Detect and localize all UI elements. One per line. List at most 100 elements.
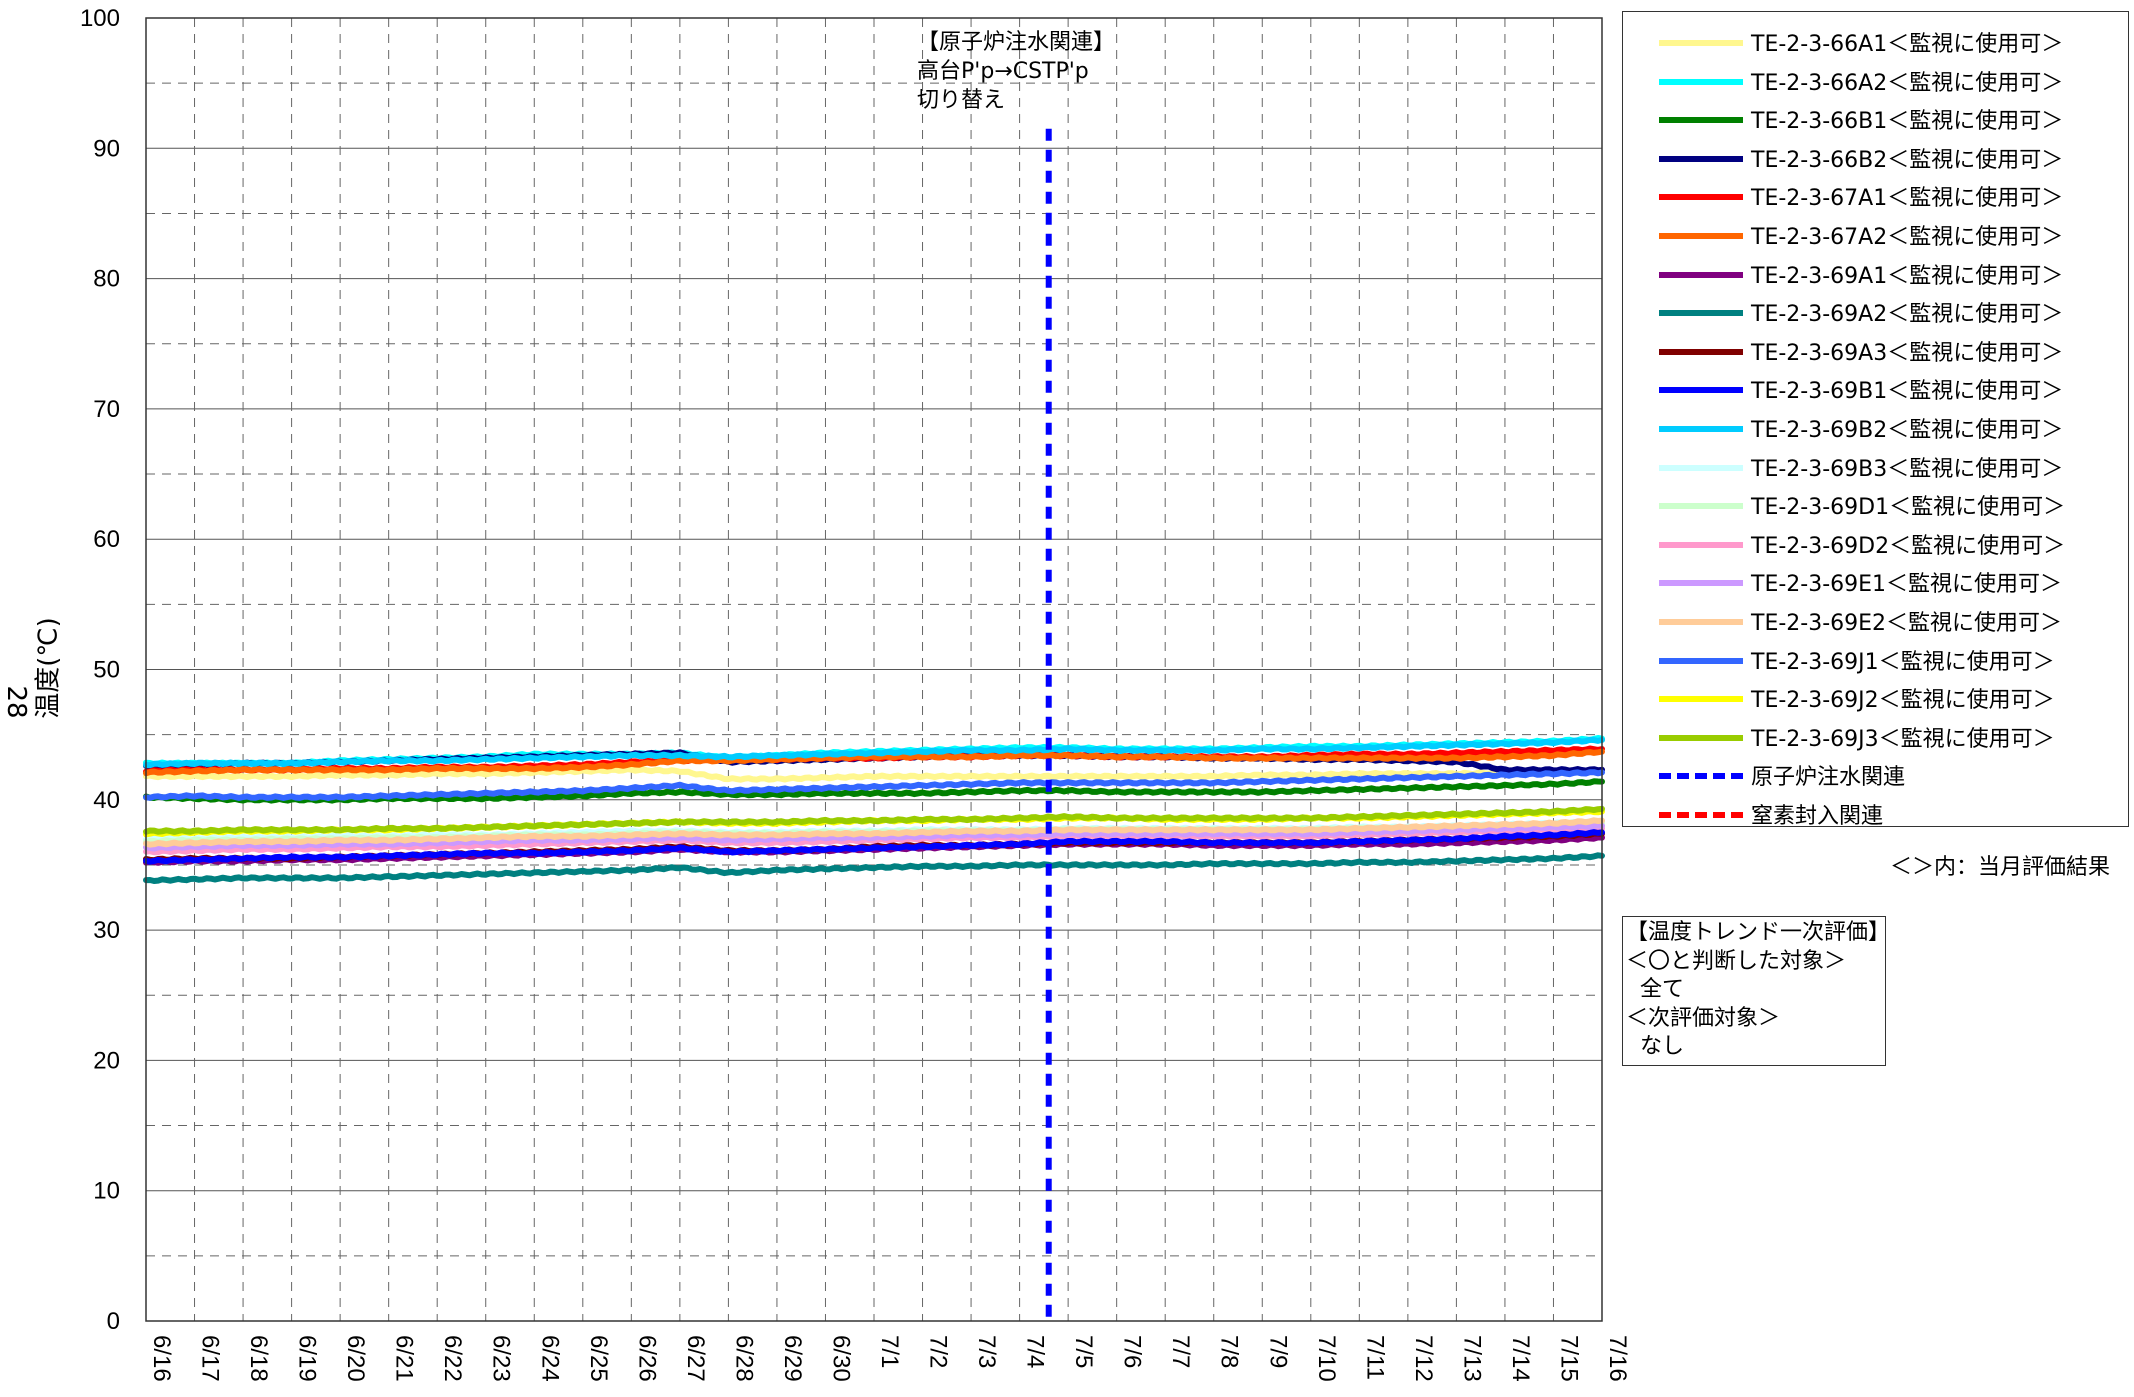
legend-item: TE-2-3-69E2＜監視に使用可＞ (1623, 601, 2128, 639)
evaluation-line3: ＜次評価対象＞ (1626, 1005, 1781, 1031)
x-tick-label: 6/17 (197, 1335, 224, 1382)
series-line (143, 822, 1605, 852)
x-tick-label: 6/24 (536, 1335, 563, 1382)
page-number: 28 (1, 685, 31, 719)
annotation-line2: 高台P'p→CSTP'p (917, 59, 1089, 84)
x-tick-label: 7/16 (1604, 1335, 1631, 1382)
x-tick-label: 7/14 (1507, 1335, 1534, 1382)
legend-item: TE-2-3-69E1＜監視に使用可＞ (1623, 562, 2128, 600)
legend-item: TE-2-3-66A2＜監視に使用可＞ (1623, 61, 2128, 99)
legend-item: TE-2-3-69B1＜監視に使用可＞ (1623, 369, 2128, 407)
x-tick-label: 6/27 (682, 1335, 709, 1382)
legend-label: TE-2-3-66B1＜監視に使用可＞ (1751, 109, 2064, 135)
y-axis-ticks: 0 10 20 30 40 50 60 70 80 90 100 (80, 5, 120, 1335)
legend-label: TE-2-3-69D1＜監視に使用可＞ (1751, 495, 2066, 521)
x-tick-label: 7/12 (1410, 1335, 1437, 1382)
legend-swatch (1659, 734, 1743, 741)
y-axis-label: 温度(℃) (33, 617, 64, 719)
x-tick-label: 7/6 (1119, 1335, 1146, 1368)
x-tick-label: 6/30 (827, 1335, 854, 1382)
y-tick-label: 70 (93, 396, 120, 423)
legend-item: TE-2-3-69A1＜監視に使用可＞ (1623, 254, 2128, 292)
legend-swatch (1659, 580, 1743, 587)
legend-swatch (1659, 773, 1743, 780)
legend-item: TE-2-3-69B2＜監視に使用可＞ (1623, 408, 2128, 446)
x-tick-label: 6/23 (488, 1335, 515, 1382)
legend-swatch (1659, 657, 1743, 664)
legend-swatch (1659, 541, 1743, 548)
x-tick-label: 6/18 (245, 1335, 272, 1382)
legend-swatch (1659, 503, 1743, 510)
legend-label: 窒素封入関連 (1751, 804, 1884, 829)
legend-swatch (1659, 117, 1743, 124)
legend-swatch (1659, 233, 1743, 239)
annotation-line3: 切り替え (917, 88, 1006, 113)
legend-swatch (1659, 387, 1743, 394)
x-tick-label: 7/3 (973, 1335, 1000, 1368)
legend-swatch (1659, 78, 1743, 85)
x-tick-label: 6/29 (779, 1335, 806, 1382)
legend-item: TE-2-3-69A2＜監視に使用可＞ (1623, 292, 2128, 330)
y-tick-label: 90 (93, 135, 120, 162)
plot-area-frame (145, 17, 1603, 1322)
legend-label: TE-2-3-69A2＜監視に使用可＞ (1751, 302, 2064, 328)
legend-item: 原子炉注水関連 (1623, 755, 2128, 793)
legend-label: TE-2-3-67A2＜監視に使用可＞ (1751, 225, 2064, 250)
legend-item: TE-2-3-67A1＜監視に使用可＞ (1623, 176, 2128, 214)
x-tick-label: 7/7 (1167, 1335, 1194, 1368)
legend-label: TE-2-3-69J3＜監視に使用可＞ (1751, 726, 2055, 752)
legend-label: TE-2-3-69D2＜監視に使用可＞ (1751, 533, 2066, 559)
y-tick-label: 40 (93, 787, 120, 814)
event-annotation: 【原子炉注水関連】 高台P'p→CSTP'p 切り替え (917, 28, 1115, 115)
legend-label: TE-2-3-69J1＜監視に使用可＞ (1751, 649, 2055, 675)
chart-grid (146, 18, 1602, 1321)
legend-label: TE-2-3-66A2＜監視に使用可＞ (1751, 70, 2064, 96)
x-tick-label: 6/28 (730, 1335, 757, 1382)
y-tick-label: 30 (93, 917, 120, 944)
legend-label: TE-2-3-67A1＜監視に使用可＞ (1751, 186, 2064, 212)
legend-item: TE-2-3-69D1＜監視に使用可＞ (1623, 485, 2128, 523)
legend-label: TE-2-3-69B2＜監視に使用可＞ (1751, 418, 2064, 443)
series-line (143, 852, 1605, 884)
legend-swatch (1659, 812, 1743, 818)
legend-item: 窒素封入関連 (1623, 794, 2128, 832)
series-line (143, 769, 1605, 801)
series-line (143, 817, 1605, 848)
legend-swatch (1659, 155, 1743, 162)
x-tick-label: 7/10 (1313, 1335, 1340, 1382)
legend-label: TE-2-3-69B1＜監視に使用可＞ (1751, 379, 2064, 405)
legend-swatch (1659, 194, 1743, 201)
legend-swatch (1659, 619, 1743, 625)
x-tick-label: 7/2 (925, 1335, 952, 1368)
evaluation-box: 【温度トレンド一次評価】 ＜〇と判断した対象＞ 全て ＜次評価対象＞ なし (1622, 916, 1891, 1066)
x-tick-label: 7/11 (1361, 1335, 1388, 1380)
legend-item: TE-2-3-66B2＜監視に使用可＞ (1623, 138, 2128, 176)
legend-item: TE-2-3-69J2＜監視に使用可＞ (1623, 678, 2128, 716)
evaluation-line2: 全て (1626, 977, 1684, 1002)
evaluation-title: 【温度トレンド一次評価】 (1626, 920, 1891, 945)
series-line (143, 829, 1605, 865)
legend-item: TE-2-3-67A2＜監視に使用可＞ (1623, 215, 2128, 253)
x-tick-label: 6/19 (294, 1335, 321, 1382)
legend-item: TE-2-3-69J1＜監視に使用可＞ (1623, 640, 2128, 678)
legend-label: 原子炉注水関連 (1751, 765, 1906, 791)
chart-legend: TE-2-3-66A1＜監視に使用可＞ TE-2-3-66A2＜監視に使用可＞ TE… (1622, 11, 2129, 829)
legend-item: TE-2-3-69B3＜監視に使用可＞ (1623, 447, 2128, 485)
x-tick-label: 7/15 (1555, 1335, 1582, 1382)
series-line (143, 736, 1605, 769)
x-tick-label: 6/16 (148, 1335, 175, 1382)
legend-label: TE-2-3-66A1＜監視に使用可＞ (1751, 32, 2064, 57)
legend-label: TE-2-3-69A3＜監視に使用可＞ (1751, 340, 2064, 366)
x-tick-label: 6/25 (585, 1335, 612, 1382)
y-tick-label: 60 (93, 526, 120, 553)
x-tick-label: 7/4 (1022, 1335, 1049, 1368)
legend-swatch (1659, 310, 1743, 317)
legend-swatch (1659, 426, 1743, 432)
legend-note: ＜＞内：当月評価結果 (1890, 855, 2111, 880)
evaluation-line1: ＜〇と判断した対象＞ (1626, 948, 1847, 974)
legend-label: TE-2-3-69A1＜監視に使用可＞ (1751, 263, 2064, 289)
x-tick-label: 6/20 (342, 1335, 369, 1382)
y-tick-label: 100 (80, 5, 120, 32)
x-tick-label: 6/21 (391, 1335, 418, 1382)
